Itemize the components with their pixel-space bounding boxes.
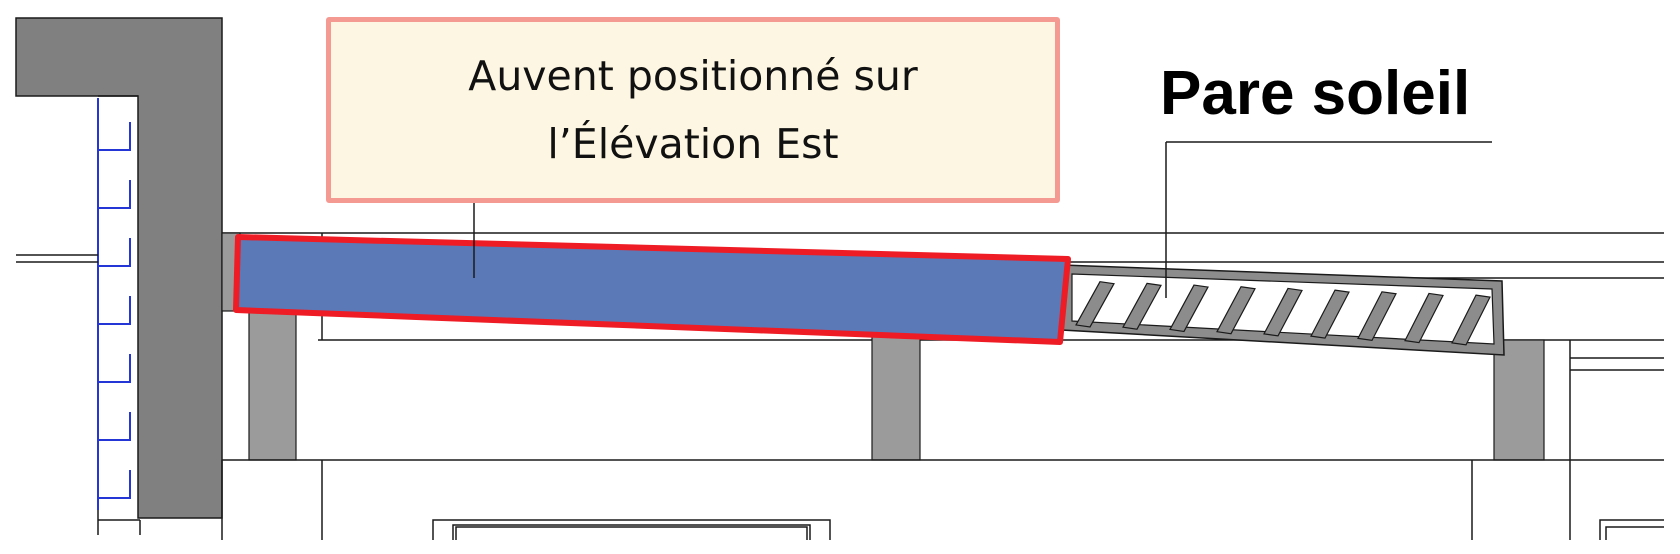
awning <box>233 234 1071 345</box>
sun-shade-slat <box>1263 287 1303 337</box>
wall-section <box>15 17 223 519</box>
right-frame <box>1569 340 1664 460</box>
sun-shade-slat <box>1357 291 1397 342</box>
column-1 <box>248 311 297 461</box>
lower-storey <box>221 459 1664 540</box>
window-frame-right <box>1599 519 1664 540</box>
callout-line-2: l’Élévation Est <box>547 120 839 168</box>
callout-line-1: Auvent positionné sur <box>468 52 918 100</box>
window-frame <box>432 519 831 540</box>
sun-shade-slat <box>1169 284 1209 333</box>
sun-shade-slat <box>1122 282 1162 330</box>
roof-lines <box>222 232 1664 341</box>
column-2 <box>871 317 921 461</box>
stair-profile <box>97 98 131 510</box>
stair-boundary <box>97 95 141 535</box>
sun-shade-slat <box>1451 294 1491 346</box>
left-floor-lines <box>16 254 98 263</box>
sun-shade-slat <box>1310 289 1350 339</box>
sun-shade-slat <box>1404 292 1444 344</box>
column-3 <box>1493 339 1545 461</box>
callout-box: Auvent positionné sur l’Élévation Est <box>326 17 1060 203</box>
sun-shade-slats <box>1075 281 1491 346</box>
sun-shade-slat <box>1216 286 1256 335</box>
pare-soleil-leader <box>1165 141 1492 298</box>
pare-soleil-label: Pare soleil <box>1160 59 1471 128</box>
sun-shade-slat <box>1075 281 1115 328</box>
